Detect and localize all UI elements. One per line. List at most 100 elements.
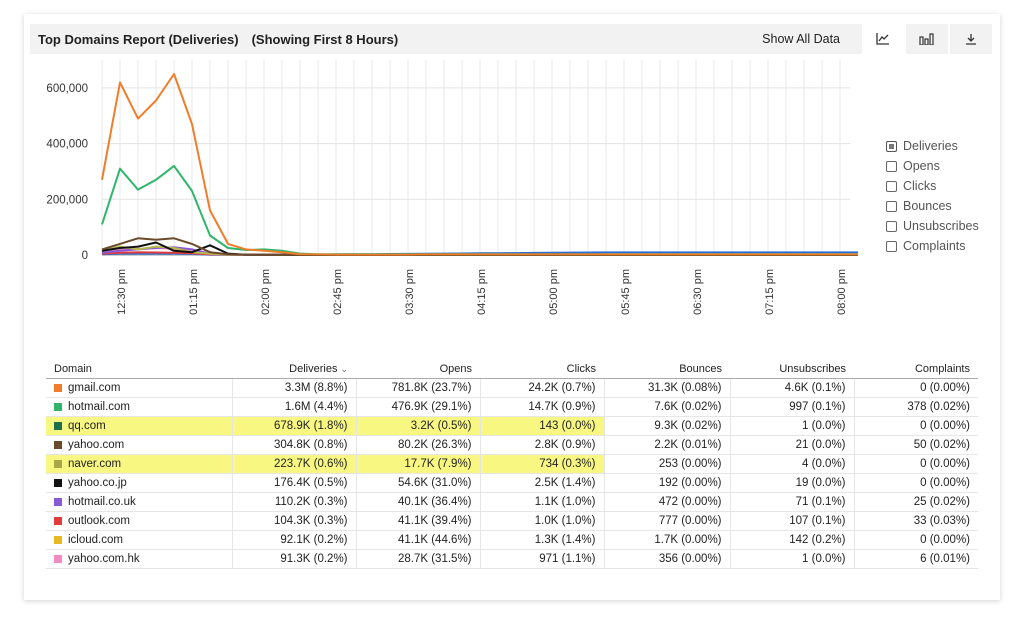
- checkbox-icon: [886, 180, 897, 192]
- column-header-bounces[interactable]: Bounces: [604, 360, 730, 379]
- y-tick-label: 600,000: [46, 83, 88, 95]
- metric-cell: 80.2K (26.3%): [356, 435, 481, 455]
- sort-desc-icon: ⌄: [340, 364, 348, 374]
- download-button[interactable]: [950, 24, 992, 54]
- metric-cell: 1.3K (1.4%): [480, 530, 605, 550]
- metric-cell: 104.3K (0.3%): [232, 511, 357, 531]
- metric-cell: 7.6K (0.02%): [604, 397, 731, 417]
- metric-cell: 176.4K (0.5%): [232, 473, 357, 493]
- column-header-label: Complaints: [914, 363, 970, 375]
- table-row[interactable]: yahoo.co.jp 176.4K (0.5%) 54.6K (31.0%) 2.5…: [46, 473, 978, 493]
- metric-cell: 17.7K (7.9%): [356, 454, 481, 474]
- column-header-label: Bounces: [679, 363, 722, 375]
- table-row[interactable]: qq.com 678.9K (1.8%) 3.2K (0.5%) 143 (0.0%)…: [46, 416, 978, 436]
- metric-cell: 71 (0.1%): [730, 492, 855, 512]
- metric-cell: 3.3M (8.8%): [232, 378, 357, 398]
- show-all-data-button[interactable]: Show All Data: [762, 32, 840, 46]
- legend-label: Clicks: [903, 179, 937, 193]
- domain-cell: naver.com: [46, 454, 233, 474]
- domain-cell: hotmail.co.uk: [46, 492, 233, 512]
- metric-cell: 142 (0.2%): [730, 530, 855, 550]
- x-tick-label: 07:15 pm: [764, 269, 776, 315]
- column-header-complaints[interactable]: Complaints: [854, 360, 978, 379]
- legend-item-deliveries[interactable]: Deliveries: [886, 136, 979, 156]
- x-tick-label: 05:45 pm: [620, 269, 632, 315]
- metric-cell: 971 (1.1%): [480, 549, 605, 569]
- report-card: Top Domains Report (Deliveries) (Showing…: [24, 14, 1000, 600]
- legend-label: Complaints: [903, 239, 966, 253]
- domain-label: yahoo.com: [68, 439, 125, 451]
- deliveries-line-chart: 600,000 400,000 200,000 0 12:30 pm 01:15 pm 02…: [46, 60, 858, 315]
- table-row[interactable]: gmail.com 3.3M (8.8%) 781.8K (23.7%) 24.2K …: [46, 378, 978, 398]
- checkbox-icon: [886, 140, 897, 152]
- y-tick-label: 400,000: [46, 139, 88, 151]
- metric-cell: 1.7K (0.00%): [604, 530, 731, 550]
- domain-color-swatch: [54, 384, 62, 392]
- table-row[interactable]: hotmail.co.uk 110.2K (0.3%) 40.1K (36.4%) 1…: [46, 492, 978, 512]
- domain-table: Domain Deliveries ⌄ Opens Clicks Bounces …: [46, 360, 978, 569]
- metric-cell: 6 (0.01%): [854, 549, 978, 569]
- table-row[interactable]: yahoo.com 304.8K (0.8%) 80.2K (26.3%) 2.8K …: [46, 435, 978, 455]
- column-header-opens[interactable]: Opens: [356, 360, 480, 379]
- legend-label: Bounces: [903, 199, 952, 213]
- metric-cell: 378 (0.02%): [854, 397, 978, 417]
- metric-cell: 0 (0.00%): [854, 378, 978, 398]
- legend-label: Deliveries: [903, 139, 958, 153]
- metric-cell: 21 (0.0%): [730, 435, 855, 455]
- column-header-deliveries[interactable]: Deliveries ⌄: [232, 360, 356, 379]
- metric-cell: 31.3K (0.08%): [604, 378, 731, 398]
- domain-label: hotmail.co.uk: [68, 496, 136, 508]
- legend-item-bounces[interactable]: Bounces: [886, 196, 979, 216]
- metric-cell: 25 (0.02%): [854, 492, 978, 512]
- legend-label: Opens: [903, 159, 940, 173]
- x-tick-label: 04:15 pm: [476, 269, 488, 315]
- metric-cell: 2.2K (0.01%): [604, 435, 731, 455]
- legend-item-unsubscribes[interactable]: Unsubscribes: [886, 216, 979, 236]
- metric-cell: 1.6M (4.4%): [232, 397, 357, 417]
- metric-cell: 0 (0.00%): [854, 473, 978, 493]
- domain-color-swatch: [54, 403, 62, 411]
- metric-cell: 997 (0.1%): [730, 397, 855, 417]
- table-row[interactable]: yahoo.com.hk 91.3K (0.2%) 28.7K (31.5%) 971…: [46, 549, 978, 569]
- domain-cell: gmail.com: [46, 378, 233, 398]
- x-tick-label: 01:15 pm: [188, 269, 200, 315]
- metric-cell: 223.7K (0.6%): [232, 454, 357, 474]
- column-header-domain[interactable]: Domain: [46, 360, 232, 379]
- metric-cell: 476.9K (29.1%): [356, 397, 481, 417]
- domain-cell: icloud.com: [46, 530, 233, 550]
- line-chart-icon: [876, 33, 889, 45]
- table-row[interactable]: hotmail.com 1.6M (4.4%) 476.9K (29.1%) 14.7…: [46, 397, 978, 417]
- legend-item-clicks[interactable]: Clicks: [886, 176, 979, 196]
- bar-chart-button[interactable]: [906, 24, 948, 54]
- metric-cell: 41.1K (44.6%): [356, 530, 481, 550]
- domain-color-swatch: [54, 441, 62, 449]
- domain-color-swatch: [54, 479, 62, 487]
- legend-item-complaints[interactable]: Complaints: [886, 236, 979, 256]
- metric-cell: 9.3K (0.02%): [604, 416, 731, 436]
- domain-label: outlook.com: [68, 515, 131, 527]
- domain-color-swatch: [54, 555, 62, 563]
- metric-cell: 50 (0.02%): [854, 435, 978, 455]
- column-header-clicks[interactable]: Clicks: [480, 360, 604, 379]
- column-header-unsubscribes[interactable]: Unsubscribes: [730, 360, 854, 379]
- download-icon: [966, 34, 976, 45]
- x-tick-label: 03:30 pm: [404, 269, 416, 315]
- table-row[interactable]: outlook.com 104.3K (0.3%) 41.1K (39.4%) 1.0…: [46, 511, 978, 531]
- metric-cell: 33 (0.03%): [854, 511, 978, 531]
- table-header-row: Domain Deliveries ⌄ Opens Clicks Bounces …: [46, 360, 978, 379]
- column-header-label: Clicks: [566, 363, 596, 375]
- domain-label: yahoo.co.jp: [68, 477, 127, 489]
- column-header-label: Domain: [54, 363, 92, 375]
- metric-cell: 4.6K (0.1%): [730, 378, 855, 398]
- line-chart-button[interactable]: [862, 24, 904, 54]
- bar-chart-icon: [919, 33, 934, 45]
- checkbox-icon: [886, 220, 897, 232]
- domain-label: icloud.com: [68, 534, 123, 546]
- legend-item-opens[interactable]: Opens: [886, 156, 979, 176]
- table-row[interactable]: icloud.com 92.1K (0.2%) 41.1K (44.6%) 1.3K …: [46, 530, 978, 550]
- metric-cell: 0 (0.00%): [854, 454, 978, 474]
- metric-cell: 4 (0.0%): [730, 454, 855, 474]
- metric-cell: 0 (0.00%): [854, 530, 978, 550]
- table-row[interactable]: naver.com 223.7K (0.6%) 17.7K (7.9%) 734 (0…: [46, 454, 978, 474]
- report-subtitle: (Showing First 8 Hours): [251, 31, 399, 47]
